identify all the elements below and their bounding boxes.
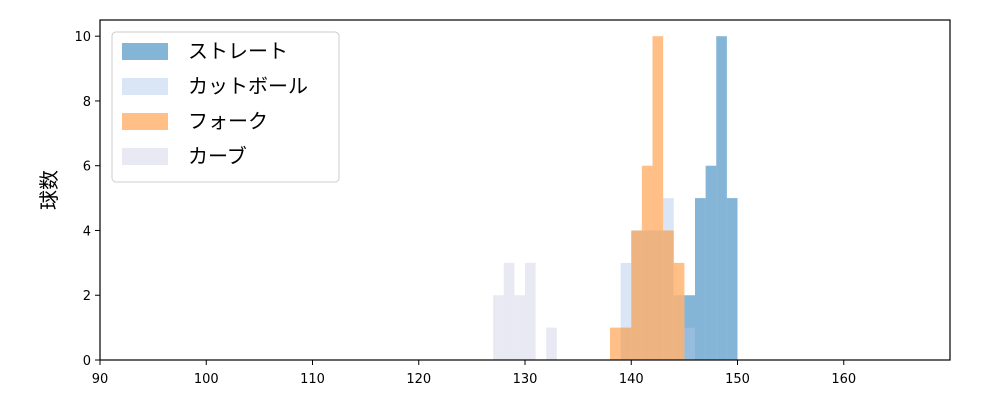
bar-series-2-bin-1: [620, 327, 632, 360]
bar-series-0-bin-2: [705, 165, 717, 360]
legend-box: [111, 31, 340, 183]
y-tick-label-0: 0: [83, 354, 91, 369]
legend-label-2: フォーク: [188, 109, 268, 133]
bar-series-2-bin-6: [673, 262, 685, 360]
legend-label-3: カーブ: [188, 144, 247, 168]
legend-label-0: ストレート: [188, 39, 288, 63]
x-tick-label-4: 130: [513, 372, 538, 387]
y-tick-label-4: 8: [83, 95, 91, 110]
legend-swatch-0: [122, 43, 168, 60]
x-tick-label-5: 140: [619, 372, 644, 387]
bar-series-0-bin-1: [695, 198, 706, 360]
bar-series-3-bin-1: [503, 262, 515, 360]
bars-layer: [493, 36, 738, 360]
x-tick-label-3: 120: [406, 372, 431, 387]
y-tick-label-5: 10: [74, 30, 91, 45]
y-tick-label-1: 2: [83, 289, 91, 304]
x-tick-label-1: 100: [194, 372, 219, 387]
bar-series-3-bin-3: [525, 262, 536, 360]
bar-series-3-bin-2: [514, 295, 525, 360]
legend-swatch-2: [122, 113, 168, 130]
legend-swatch-3: [122, 148, 168, 165]
y-tick-label-3: 6: [83, 160, 91, 175]
bar-series-0-bin-3: [716, 36, 727, 360]
bar-series-2-bin-0: [610, 327, 621, 360]
x-tick-label-7: 160: [831, 372, 856, 387]
bar-series-2-bin-2: [631, 230, 642, 360]
bar-series-3-bin-0: [493, 295, 504, 360]
bar-series-0-bin-0: [684, 295, 695, 360]
y-axis-label: 球数: [37, 170, 61, 210]
y-tick-label-2: 4: [83, 224, 91, 239]
bar-series-0-bin-4: [726, 198, 738, 360]
x-tick-label-0: 90: [92, 372, 109, 387]
x-axis: 90 100 110 120 130 140 150 160: [92, 360, 856, 387]
bar-series-1-bin-0: [620, 262, 632, 360]
x-tick-label-2: 110: [300, 372, 325, 387]
bar-series-2-bin-3: [641, 165, 653, 360]
bar-series-2-bin-4: [652, 36, 664, 360]
bar-series-3-bin-4: [546, 327, 557, 360]
x-tick-label-6: 150: [725, 372, 750, 387]
y-axis: 0 2 4 6 8 10: [74, 30, 100, 369]
legend-label-1: カットボール: [188, 74, 308, 98]
legend-swatch-1: [122, 78, 168, 95]
bar-series-2-bin-5: [663, 230, 674, 360]
bar-series-1-bin-6: [684, 327, 695, 360]
